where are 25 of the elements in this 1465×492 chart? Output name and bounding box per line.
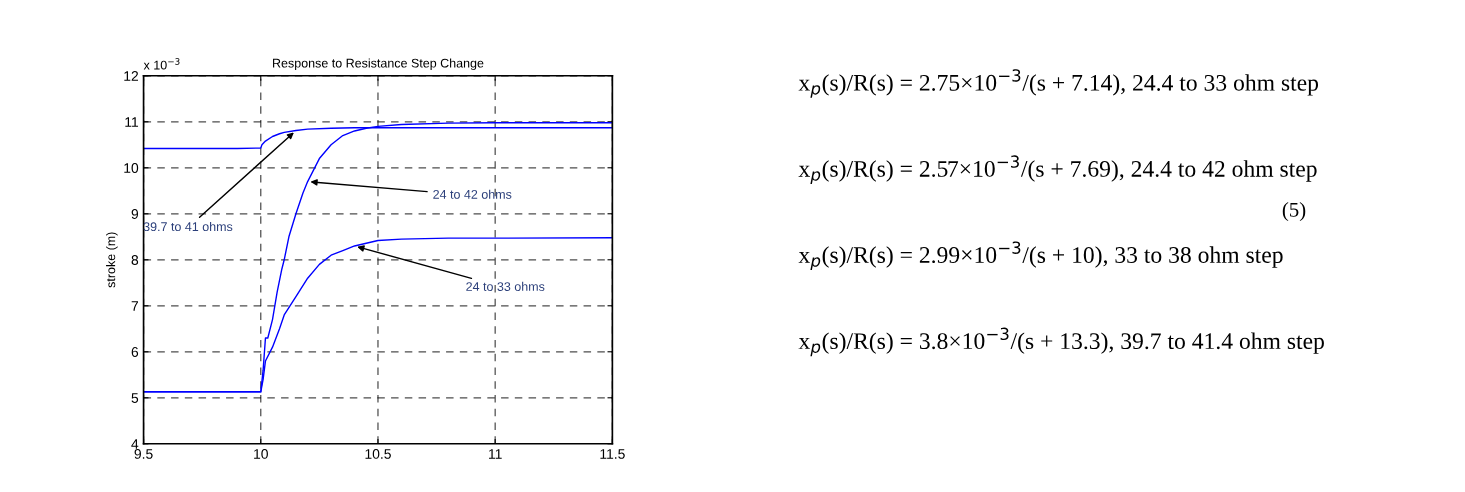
x-tick-label: 11 bbox=[489, 449, 502, 459]
x-tick-label: 9.5 bbox=[134, 449, 153, 459]
y-tick-label: 6 bbox=[131, 347, 139, 357]
y-tick-label: 12 bbox=[124, 71, 139, 81]
text: x$_{p}$(s)/R(s) = 2.99×10$^{−3}$/(s + 10), 33 to 38 ohm step bbox=[798, 241, 1283, 271]
y-tick-label: 10 bbox=[124, 163, 139, 173]
x-tick-label: 11.5 bbox=[600, 449, 625, 459]
x-tick-label: 10 bbox=[254, 449, 268, 459]
text: x$_{p}$(s)/R(s) = 2.75×10$^{−3}$/(s + 7.14), 24.4 to 33 ohm step bbox=[798, 69, 1319, 98]
y-tick-label: 8 bbox=[131, 255, 139, 265]
text: x$_{p}$(s)/R(s) = 2.57×10$^{−3}$/(s + 7.69), 24.4 to 42 ohm step bbox=[798, 155, 1317, 184]
annotation: 24 to 33 ohms bbox=[466, 281, 545, 291]
y-tick-label: 5 bbox=[131, 393, 139, 403]
y-tick-label: 11 bbox=[125, 117, 139, 127]
y-axis-title: stroke (m) bbox=[106, 232, 118, 288]
y-tick-label: 4 bbox=[131, 439, 139, 449]
text: (5) bbox=[1282, 202, 1306, 222]
text: x$_{p}$(s)/R(s) = 3.8×10$^{−3}$/(s + 13.3), 39.7 to 41.4 ohm step bbox=[798, 327, 1324, 357]
y-tick-label: 7 bbox=[131, 301, 139, 311]
y-tick-label: 9 bbox=[131, 209, 139, 219]
chart-title: Response to Resistance Step Change bbox=[273, 58, 484, 71]
text: x 10$^{−3}$ bbox=[143, 58, 180, 70]
annotation: 39.7 to 41 ohms bbox=[143, 221, 233, 232]
x-tick-label: 10.5 bbox=[365, 449, 391, 459]
annotation: 24 to 42 ohms bbox=[433, 189, 512, 199]
